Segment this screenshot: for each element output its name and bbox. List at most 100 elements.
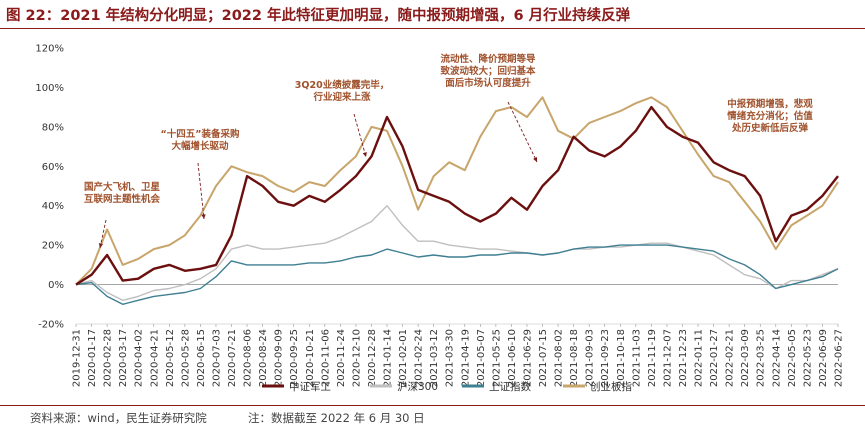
annotation-line: 面后市场认可度提升 [445, 77, 531, 89]
x-tick-label: 2021-03-30 [445, 329, 456, 387]
x-tick-label: 2022-03-25 [756, 329, 767, 387]
x-tick-label: 2021-12-07 [662, 329, 673, 387]
x-tick-label: 2021-05-07 [476, 329, 487, 387]
x-tick-label: 2020-12-28 [367, 329, 378, 387]
y-tick-label: 120% [35, 44, 64, 55]
x-tick-label: 2021-09-23 [600, 329, 611, 387]
annotation-arrow [507, 101, 538, 163]
chart-legend: 中证军工 沪深300 上证指数 创业板指 [262, 380, 632, 393]
x-tick-label: 2022-05-23 [802, 329, 813, 387]
x-tick-label: 2020-01-17 [87, 329, 98, 387]
x-tick-label: 2020-04-02 [134, 329, 145, 387]
annotation-line: 大幅增长驱动 [171, 140, 229, 152]
x-tick-label: 2020-11-06 [320, 329, 331, 387]
annotation-line: 行业迎来上涨 [312, 91, 371, 103]
x-tick-label: 2020-05-12 [165, 329, 176, 387]
x-tick-label: 2020-09-25 [289, 329, 300, 387]
annotation-line: 情绪充分消化；估值 [726, 110, 813, 122]
x-tick-label: 2022-06-27 [834, 329, 845, 387]
x-tick-label: 2021-06-29 [522, 329, 533, 387]
legend-label: 沪深300 [397, 380, 438, 393]
source-note: 资料来源：wind，民生证券研究院 [30, 411, 207, 425]
x-tick-label: 2021-04-19 [460, 329, 471, 387]
x-tick-label: 2020-02-28 [103, 329, 114, 387]
x-tick-label: 2021-10-18 [616, 329, 627, 387]
annotation-line: 处历史新低后反弹 [731, 122, 809, 134]
x-tick-label: 2021-09-03 [585, 329, 596, 387]
title-divider [0, 28, 865, 29]
date-note: 注：数据截至 2022 年 6 月 30 日 [248, 411, 425, 425]
y-tick-label: 80% [42, 122, 64, 133]
annotation-line: 互联网主题性机会 [84, 193, 161, 205]
footer-divider [0, 405, 865, 406]
x-tick-label: 2021-06-10 [507, 329, 518, 387]
x-tick-label: 2021-12-23 [678, 329, 689, 387]
y-tick-label: 40% [42, 201, 64, 212]
x-tick-label: 2022-01-27 [709, 329, 720, 387]
legend-label: 上证指数 [489, 380, 531, 393]
y-axis-ticks: 120% 100% 80% 60% 40% 20% 0% -20% [35, 44, 64, 331]
x-tick-label: 2021-11-19 [647, 329, 658, 387]
annotation-line: 3Q20业绩披露完毕， [295, 79, 389, 91]
x-tick-label: 2020-07-21 [227, 329, 238, 387]
annotation-3: 3Q20业绩披露完毕，行业迎来上涨 [295, 79, 389, 158]
x-tick-label: 2021-01-14 [383, 329, 394, 387]
x-tick-label: 2020-09-09 [274, 329, 285, 387]
annotation-arrowhead [201, 214, 206, 219]
chart-annotations: 国产大飞机、卫星互联网主题性机会“十四五”装备采购大幅增长驱动3Q20业绩披露完… [84, 53, 813, 249]
series-line-1 [75, 204, 839, 301]
annotation-arrow [353, 113, 367, 158]
x-tick-label: 2020-08-24 [258, 329, 269, 387]
x-tick-label: 2021-05-25 [491, 329, 502, 387]
chart-grid [76, 284, 838, 325]
x-tick-label: 2022-02-21 [725, 329, 736, 387]
annotation-line: “十四五”装备采购 [161, 128, 240, 140]
y-tick-label: 20% [42, 241, 64, 252]
x-tick-label: 2021-02-01 [398, 329, 409, 387]
x-tick-label: 2021-08-02 [554, 329, 565, 387]
x-tick-label: 2022-04-14 [771, 329, 782, 387]
x-tick-label: 2022-01-11 [694, 329, 705, 387]
annotation-line: 中报预期增强，悲观 [727, 98, 813, 110]
x-tick-label: 2021-02-24 [414, 329, 425, 387]
y-tick-label: 100% [35, 83, 64, 94]
x-tick-label: 2021-11-03 [631, 329, 642, 387]
series-line-2 [75, 244, 839, 305]
annotation-arrow [197, 162, 205, 220]
x-tick-label: 2019-12-31 [72, 329, 83, 387]
x-tick-label: 2020-11-24 [336, 329, 347, 387]
x-tick-label: 2021-08-18 [569, 329, 580, 387]
x-tick-label: 2021-03-12 [429, 329, 440, 387]
annotation-line: 致波动较大；回归基本 [440, 65, 536, 77]
x-tick-label: 2022-06-09 [818, 329, 829, 387]
y-tick-label: -20% [38, 320, 64, 331]
y-tick-label: 0% [48, 280, 64, 291]
x-tick-label: 2020-08-06 [243, 329, 254, 387]
legend-label: 创业板指 [590, 380, 632, 393]
annotation-line: 流动性、降价预期等导 [440, 53, 536, 65]
x-axis-ticks: 2019-12-31 2020-01-17 2020-02-28 2020-03-17… [72, 324, 845, 387]
annotation-arrowhead [98, 243, 104, 248]
x-tick-label: 2022-05-05 [787, 329, 798, 387]
x-tick-label: 2020-07-03 [211, 329, 222, 387]
annotation-arrowhead [362, 152, 367, 157]
annotation-arrowhead [533, 157, 537, 162]
series-line-0 [75, 105, 839, 286]
x-tick-label: 2021-07-15 [538, 329, 549, 387]
x-tick-label: 2020-03-17 [118, 329, 129, 387]
legend-label: 中证军工 [289, 380, 331, 393]
x-tick-label: 2020-05-28 [180, 329, 191, 387]
x-tick-label: 2020-10-21 [305, 329, 316, 387]
x-tick-label: 2020-12-10 [351, 329, 362, 387]
chart-title: 图 22：2021 年结构分化明显；2022 年此特征更加明显，随中报预期增强，… [6, 8, 631, 24]
x-tick-label: 2020-06-15 [196, 329, 207, 387]
annotation-line: 国产大飞机、卫星 [84, 181, 161, 193]
x-tick-label: 2020-04-21 [149, 329, 160, 387]
x-tick-label: 2022-03-09 [740, 329, 751, 387]
line-chart: 120% 100% 80% 60% 40% 20% 0% -20% 2019-12-31 202… [35, 44, 845, 394]
y-tick-label: 60% [42, 162, 64, 173]
